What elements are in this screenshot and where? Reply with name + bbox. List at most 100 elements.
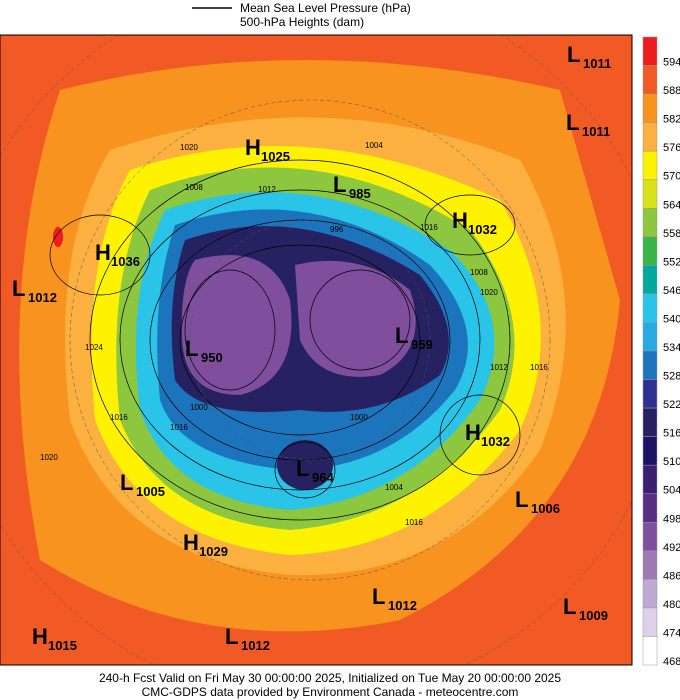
colorbar-band [642, 265, 658, 295]
contour-label: 1016 [170, 423, 188, 432]
center-value: 1036 [111, 254, 140, 269]
center-value: 1012 [388, 598, 417, 613]
colorbar-band [642, 150, 658, 180]
contour-label: 1008 [470, 268, 488, 277]
center-value: 985 [349, 186, 371, 201]
colorbar-label: 480 [663, 599, 680, 611]
colorbar-band [642, 522, 658, 552]
center-value: 1011 [582, 124, 610, 139]
colorbar-band [642, 379, 658, 409]
colorbar-band [642, 407, 658, 437]
colorbar-label: 582 [663, 114, 680, 126]
contour-label: 1020 [480, 288, 498, 297]
colorbar-label: 564 [663, 199, 680, 211]
colorbar-band [642, 464, 658, 494]
footer: 240-h Fcst Valid on Fri May 30 00:00:00 … [99, 671, 561, 685]
center-value: 1015 [48, 638, 77, 653]
center-value: 964 [312, 470, 334, 485]
contour-label: 1016 [405, 518, 423, 527]
center-type: H [183, 530, 199, 555]
colorbar-band [642, 636, 658, 666]
colorbar-label: 522 [663, 399, 680, 411]
center-type: L [567, 42, 580, 67]
center-type: L [296, 456, 309, 481]
colorbar-label: 546 [663, 285, 680, 297]
contour-label: 1024 [85, 343, 103, 352]
center-type: H [465, 420, 481, 445]
footer: CMC-GDPS data provided by Environment Ca… [142, 685, 519, 699]
colorbar-label: 570 [663, 171, 680, 183]
colorbar-label: 516 [663, 428, 680, 440]
center-value: 1012 [28, 290, 57, 305]
contour-label: 1020 [180, 143, 198, 152]
colorbar-label: 492 [663, 542, 680, 554]
colorbar-band [642, 493, 658, 523]
center-type: L [563, 594, 576, 619]
center-type: L [515, 487, 528, 512]
contour-label: 1000 [190, 403, 208, 412]
colorbar-label: 528 [663, 371, 680, 383]
contour-label: 1012 [490, 363, 508, 372]
center-value: 1009 [579, 608, 608, 623]
colorbar-label: 498 [663, 513, 680, 525]
colorbar-band [642, 350, 658, 380]
contour-label: 1012 [258, 185, 276, 194]
colorbar-band [642, 322, 658, 352]
colorbar-label: 510 [663, 456, 680, 468]
center-type: H [32, 624, 48, 649]
center-type: L [372, 584, 385, 609]
center-value: 1032 [481, 434, 510, 449]
colorbar-band [642, 122, 658, 152]
colorbar-label: 576 [663, 142, 680, 154]
center-value: 1025 [261, 149, 290, 164]
colorbar-label: 588 [663, 85, 680, 97]
center-type: L [566, 110, 579, 135]
colorbar-label: 594 [663, 57, 680, 69]
colorbar-band [642, 579, 658, 609]
center-value: 1011 [583, 56, 611, 71]
center-type: H [245, 135, 261, 160]
contour-label: 1004 [365, 141, 383, 150]
center-value: 950 [201, 350, 223, 365]
legend-label: Mean Sea Level Pressure (hPa) [240, 1, 411, 15]
colorbar: 594 588 582 576 570 564 558 552 546 540 534 528 522 5… [642, 36, 680, 668]
legend-label: 500-hPa Heights (dam) [240, 15, 364, 29]
center-type: L [120, 470, 133, 495]
center-type: L [185, 336, 198, 361]
contour-label: 1016 [420, 223, 438, 232]
colorbar-band [642, 36, 658, 66]
colorbar-label: 552 [663, 256, 680, 268]
contour-label: 1020 [40, 453, 58, 462]
contour-label: 1008 [185, 183, 203, 192]
contour-label: 1004 [385, 483, 403, 492]
colorbar-label: 486 [663, 570, 680, 582]
colorbar-band [642, 550, 658, 580]
colorbar-band [642, 236, 658, 266]
center-value: 1032 [468, 222, 497, 237]
colorbar-band [642, 208, 658, 238]
center-value: 1006 [531, 501, 560, 516]
colorbar-band [642, 65, 658, 95]
colorbar-label: 474 [663, 627, 680, 639]
contour-label: 1016 [530, 363, 548, 372]
colorbar-label: 558 [663, 228, 680, 240]
contour-label: 996 [330, 225, 344, 234]
colorbar-label: 540 [663, 313, 680, 325]
center-type: H [452, 208, 468, 233]
contour-label: 1000 [350, 413, 368, 422]
center-value: 959 [411, 337, 433, 352]
contour-label: 1016 [110, 413, 128, 422]
center-value: 1029 [199, 544, 228, 559]
center-value: 1005 [136, 484, 165, 499]
center-type: H [95, 240, 111, 265]
center-type: L [225, 624, 238, 649]
colorbar-label: 468 [663, 656, 680, 668]
center-type: L [333, 172, 346, 197]
center-value: 1012 [241, 638, 270, 653]
colorbar-band [642, 436, 658, 466]
colorbar-band [642, 607, 658, 637]
colorbar-band [642, 293, 658, 323]
colorbar-label: 534 [663, 342, 680, 354]
